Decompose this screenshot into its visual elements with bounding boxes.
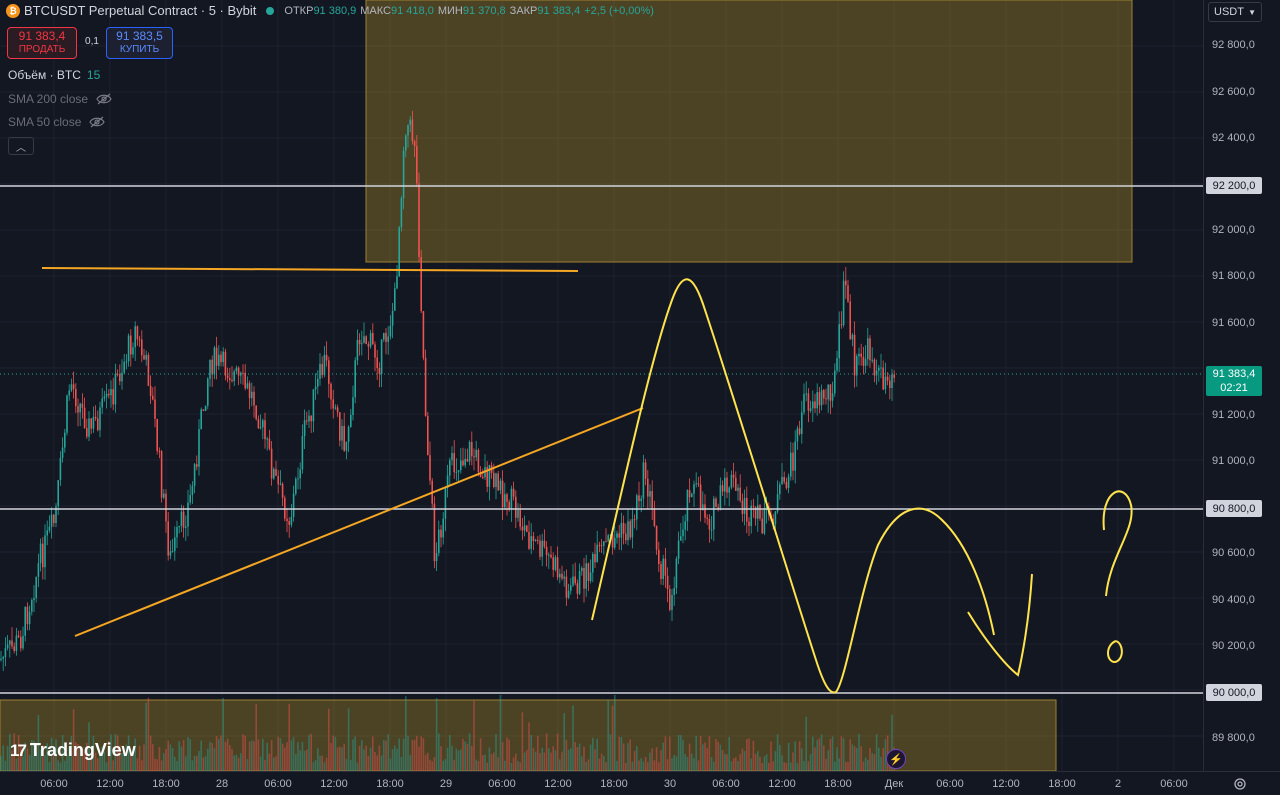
- time-label: 12:00: [992, 778, 1020, 790]
- close-value: 91 383,4: [537, 4, 581, 17]
- time-label: 18:00: [1048, 778, 1076, 790]
- time-label: 06:00: [712, 778, 740, 790]
- sma200-label: SMA 200 close: [8, 92, 89, 106]
- change-value: +2,5 (+0,00%): [584, 4, 654, 17]
- high-label: МАКС: [360, 4, 391, 17]
- current-price-value: 91 383,4: [1212, 368, 1256, 380]
- time-label: 18:00: [152, 778, 180, 790]
- low-label: МИН: [437, 4, 463, 17]
- resistance-trendline[interactable]: [41, 267, 579, 272]
- chevron-down-icon: ▼: [1248, 7, 1256, 17]
- sell-label: ПРОДАТЬ: [18, 44, 66, 55]
- time-label: Дек: [884, 778, 904, 790]
- spread-value: 0,1: [85, 36, 99, 47]
- hline-price-tag: 90 800,0: [1206, 500, 1262, 517]
- time-axis[interactable]: 06:00 12:00 18:00 28 06:00 12:00 18:00 2…: [0, 771, 1280, 795]
- price-label: 91 800,0: [1212, 270, 1255, 282]
- volume-label: Объём · BTC: [8, 68, 81, 82]
- volume-bars: [0, 694, 895, 771]
- gear-icon[interactable]: [1233, 777, 1247, 791]
- time-label: 06:00: [1160, 778, 1188, 790]
- eye-hidden-icon[interactable]: [96, 93, 112, 105]
- symbol-title[interactable]: BTCUSDT Perpetual Contract · 5 · Bybit: [24, 3, 257, 18]
- bar-countdown: 02:21: [1220, 382, 1248, 394]
- symbol-legend[interactable]: ₿ BTCUSDT Perpetual Contract · 5 · Bybit…: [6, 3, 654, 18]
- flash-icon[interactable]: ⚡: [886, 749, 906, 769]
- low-value: 91 370,8: [462, 4, 506, 17]
- ascending-trendline[interactable]: [74, 407, 644, 637]
- candlestick-chart[interactable]: [0, 0, 1203, 771]
- sell-price: 91 383,4: [18, 29, 66, 43]
- volume-indicator-legend[interactable]: Объём · BTC 15: [8, 68, 100, 82]
- time-label: 18:00: [824, 778, 852, 790]
- forecast-arrow-drawing[interactable]: [967, 573, 1033, 677]
- tradingview-mark-icon: 17: [10, 740, 27, 760]
- currency-select[interactable]: USDT ▼: [1208, 2, 1262, 22]
- collapse-legend-button[interactable]: ︿: [8, 137, 34, 155]
- buy-price: 91 383,5: [116, 29, 163, 43]
- price-label: 90 400,0: [1212, 594, 1255, 606]
- hline-price-tag: 90 000,0: [1206, 684, 1262, 701]
- sma50-label: SMA 50 close: [8, 115, 82, 129]
- volume-value: 15: [86, 68, 101, 82]
- time-label: 12:00: [320, 778, 348, 790]
- price-label: 92 800,0: [1212, 39, 1255, 51]
- open-value: 91 380,9: [313, 4, 357, 17]
- price-axis[interactable]: USDT ▼ 92 800,0 92 600,0 92 400,0 92 000…: [1203, 0, 1280, 771]
- buy-label: КУПИТЬ: [119, 44, 160, 55]
- currency-value: USDT: [1214, 6, 1244, 18]
- time-label: 06:00: [40, 778, 68, 790]
- tradingview-logo[interactable]: 17 TradingView: [10, 740, 136, 761]
- time-label: 06:00: [264, 778, 292, 790]
- price-label: 89 800,0: [1212, 732, 1255, 744]
- price-label: 92 600,0: [1212, 86, 1255, 98]
- sma50-indicator-legend[interactable]: SMA 50 close: [8, 115, 106, 129]
- sell-button[interactable]: 91 383,4 ПРОДАТЬ: [7, 27, 77, 59]
- price-label: 92 000,0: [1212, 224, 1255, 236]
- buy-button[interactable]: 91 383,5 КУПИТЬ: [106, 27, 173, 59]
- current-price-tag: 91 383,4 02:21: [1206, 366, 1262, 396]
- market-open-status-icon: [266, 6, 275, 15]
- price-label: 91 600,0: [1212, 317, 1255, 329]
- price-label: 90 200,0: [1212, 640, 1255, 652]
- price-label: 91 200,0: [1212, 409, 1255, 421]
- price-label: 90 600,0: [1212, 547, 1255, 559]
- demand-zone-box[interactable]: [0, 699, 1057, 771]
- hline-price-tag: 92 200,0: [1206, 177, 1262, 194]
- eye-hidden-icon[interactable]: [89, 116, 106, 128]
- high-value: 91 418,0: [391, 4, 434, 17]
- grid: [0, 0, 1203, 771]
- time-label: 18:00: [376, 778, 404, 790]
- open-label: ОТКР: [284, 4, 314, 17]
- forecast-path-drawing[interactable]: [591, 278, 995, 694]
- question-dot-drawing[interactable]: [1107, 640, 1123, 664]
- price-label: 91 000,0: [1212, 455, 1255, 467]
- time-label: 18:00: [600, 778, 628, 790]
- time-label: 2: [1114, 778, 1122, 790]
- chevron-up-icon: ︿: [16, 142, 26, 154]
- time-label: 12:00: [768, 778, 796, 790]
- close-label: ЗАКР: [509, 4, 538, 17]
- time-label: 12:00: [96, 778, 124, 790]
- time-label: 12:00: [544, 778, 572, 790]
- sma200-indicator-legend[interactable]: SMA 200 close: [8, 92, 112, 106]
- time-label: 28: [215, 778, 229, 790]
- time-label: 30: [663, 778, 677, 790]
- time-label: 06:00: [488, 778, 516, 790]
- supply-zone-box[interactable]: [365, 0, 1133, 263]
- question-mark-drawing[interactable]: [1102, 490, 1133, 597]
- price-label: 92 400,0: [1212, 132, 1255, 144]
- candles: [0, 110, 895, 672]
- time-label: 06:00: [936, 778, 964, 790]
- bitcoin-icon: ₿: [6, 3, 20, 18]
- time-label: 29: [439, 778, 453, 790]
- brand-name: TradingView: [29, 740, 136, 760]
